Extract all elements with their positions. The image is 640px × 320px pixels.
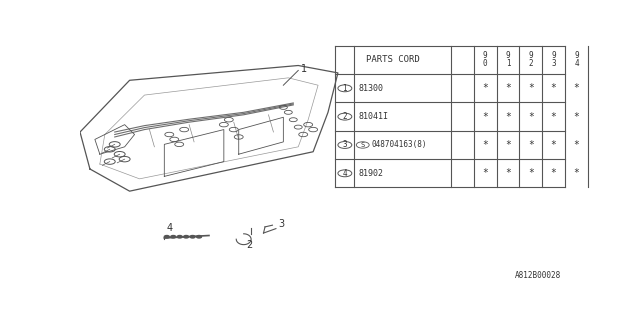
Text: 9
1: 9 1 [506,52,510,68]
Text: 1: 1 [342,84,347,93]
Text: *: * [528,168,534,178]
Text: *: * [551,140,557,150]
Text: 9
2: 9 2 [529,52,533,68]
Text: S: S [360,142,365,148]
Text: *: * [573,140,579,150]
Text: *: * [528,83,534,93]
Text: *: * [505,168,511,178]
Text: *: * [573,168,579,178]
Circle shape [196,236,202,238]
Text: 81902: 81902 [358,169,383,178]
Text: 3: 3 [278,219,285,229]
Circle shape [190,236,195,238]
Text: PARTS CORD: PARTS CORD [366,55,420,64]
Text: A812B00028: A812B00028 [515,271,561,280]
Text: 81300: 81300 [358,84,383,93]
Text: *: * [505,83,511,93]
Text: 048704163(8): 048704163(8) [371,140,427,149]
Text: *: * [505,140,511,150]
Text: 9
0: 9 0 [483,52,488,68]
Circle shape [184,236,189,238]
Circle shape [171,236,176,238]
Text: *: * [528,112,534,122]
Text: *: * [551,83,557,93]
Text: *: * [483,83,488,93]
Text: 3: 3 [342,140,347,149]
Text: *: * [528,140,534,150]
Text: 2: 2 [246,240,252,250]
Text: 9
3: 9 3 [552,52,556,68]
Text: 4: 4 [166,223,172,233]
Text: 81041I: 81041I [358,112,388,121]
Text: 4: 4 [342,169,347,178]
Text: *: * [551,168,557,178]
Text: *: * [573,112,579,122]
Text: *: * [483,112,488,122]
Text: 1: 1 [301,64,307,74]
Text: *: * [551,112,557,122]
Text: 9
4: 9 4 [574,52,579,68]
Text: *: * [573,83,579,93]
Circle shape [177,236,182,238]
Circle shape [164,236,169,238]
Text: 2: 2 [342,112,347,121]
Text: *: * [483,140,488,150]
Text: *: * [505,112,511,122]
Text: *: * [483,168,488,178]
